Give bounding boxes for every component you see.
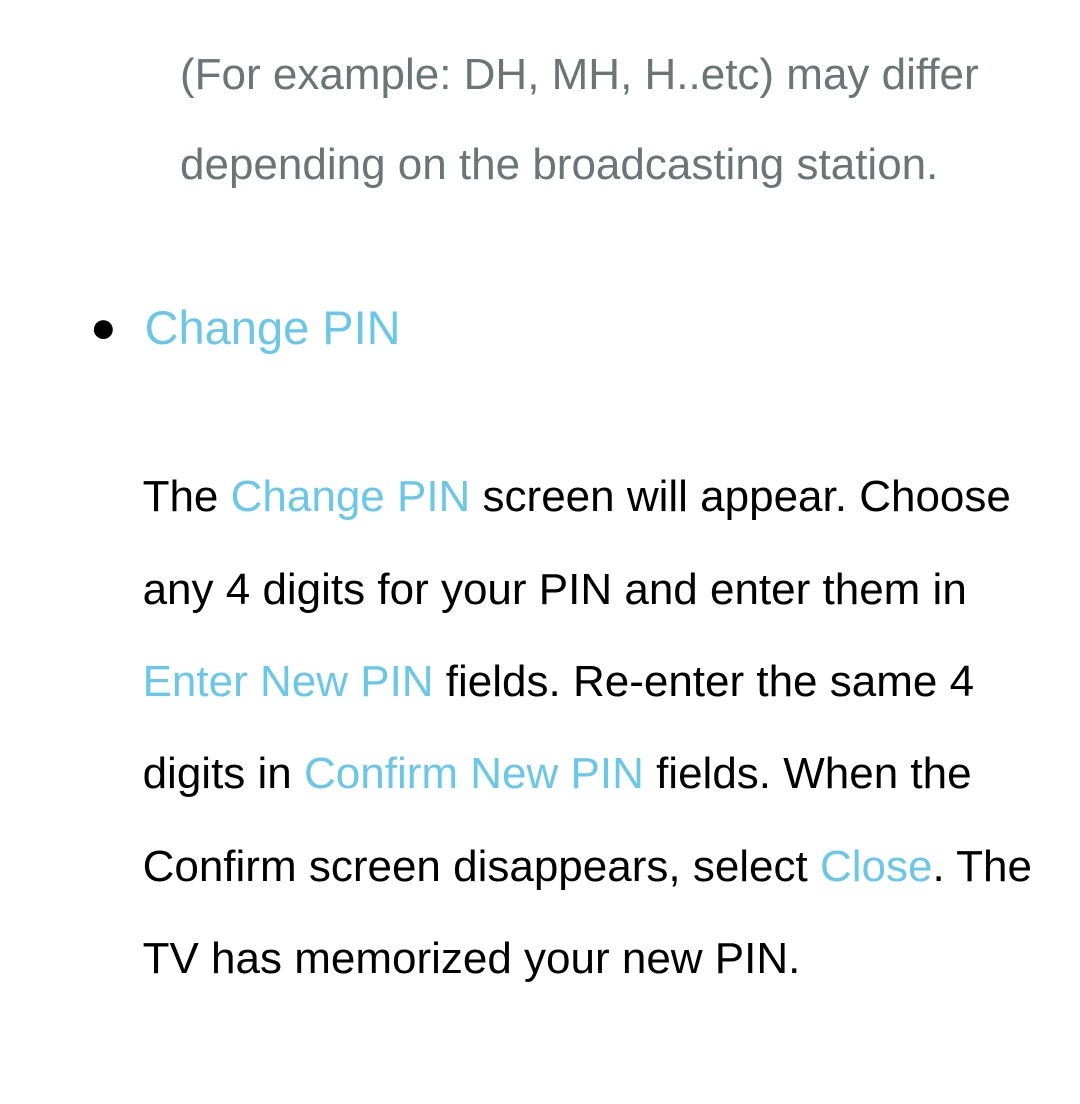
list-item-title: Change PIN <box>145 295 1050 361</box>
bullet-point: ● <box>90 297 117 359</box>
intro-paragraph: (For example: DH, MH, H..etc) may differ… <box>90 30 1050 210</box>
list-item-container: ● Change PIN The Change PIN screen will … <box>90 295 1050 1005</box>
list-item-description: The Change PIN screen will appear. Choos… <box>143 451 1050 1005</box>
list-item-content: Change PIN The Change PIN screen will ap… <box>145 295 1050 1005</box>
highlight-enter-new-pin: Enter New PIN <box>143 657 434 706</box>
document-content: (For example: DH, MH, H..etc) may differ… <box>30 30 1050 1006</box>
highlight-confirm-new-pin: Confirm New PIN <box>304 749 644 798</box>
highlight-close: Close <box>820 842 933 891</box>
text-segment-1: The <box>143 472 231 521</box>
highlight-change-pin: Change PIN <box>231 472 471 521</box>
